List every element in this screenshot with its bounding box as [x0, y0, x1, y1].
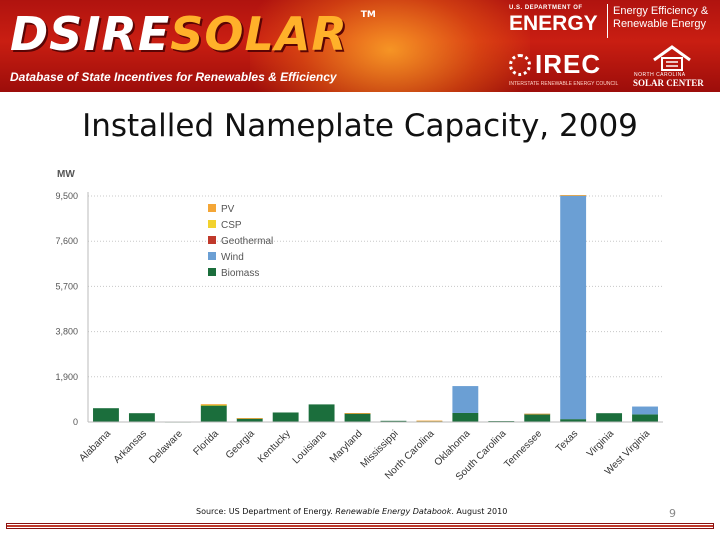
legend-label: PV — [221, 204, 235, 215]
bar-biomass — [236, 418, 263, 422]
x-tick-label: Delaware — [147, 428, 185, 466]
doe-name-text: ENERGY — [509, 12, 598, 35]
doe-sub-text: U.S. DEPARTMENT OF — [509, 5, 583, 11]
legend-label: Wind — [221, 252, 244, 263]
bar-biomass — [93, 408, 119, 422]
bar-biomass — [596, 413, 623, 422]
bar-pv — [560, 195, 587, 196]
x-tick-label: Louisiana — [291, 428, 329, 466]
y-tick-label: 0 — [73, 417, 78, 427]
source-prefix: Source: US Department of Energy. — [196, 507, 336, 516]
legend-label: Biomass — [221, 268, 259, 279]
legend-label: Geothermal — [221, 236, 273, 247]
legend-swatch — [208, 252, 216, 260]
source-suffix: . August 2010 — [451, 507, 508, 516]
legend-swatch — [208, 236, 216, 244]
bar-biomass — [344, 413, 371, 422]
legend-label: CSP — [221, 220, 242, 231]
house-icon — [653, 45, 691, 71]
bar-biomass — [560, 419, 587, 422]
source-title: Renewable Energy Databook — [335, 507, 452, 516]
page-number: 9 — [669, 507, 676, 520]
irec-logo[interactable]: IREC INTERSTATE RENEWABLE ENERGY COUNCIL — [505, 48, 625, 90]
tagline: Database of State Incentives for Renewab… — [10, 70, 337, 84]
trademark-mark: TM — [360, 10, 376, 20]
bar-biomass — [308, 404, 335, 422]
x-tick-label: Florida — [192, 428, 222, 458]
x-tick-label: Tennessee — [502, 428, 544, 470]
bar-wind — [452, 386, 479, 413]
doe-logo[interactable]: U.S. DEPARTMENT OF ENERGY Energy Efficie… — [505, 2, 717, 42]
y-tick-label: 3,800 — [55, 327, 78, 337]
y-tick-label: 5,700 — [55, 281, 78, 291]
y-axis-label: MW — [57, 169, 75, 180]
bar-pv — [524, 413, 551, 415]
doe-eere-line1: Energy Efficiency & — [613, 5, 709, 17]
irec-name-text: IREC — [535, 49, 602, 79]
bar-pv — [200, 404, 227, 405]
bar-biomass — [128, 413, 155, 422]
bar-wind — [560, 195, 587, 420]
y-tick-label: 9,500 — [55, 191, 78, 201]
bar-biomass — [632, 414, 658, 422]
bar-pv — [416, 420, 443, 422]
bar-biomass — [452, 412, 479, 422]
y-tick-label: 1,900 — [55, 372, 78, 382]
bar-biomass — [272, 412, 299, 422]
x-tick-label: Texas — [554, 428, 580, 454]
source-note: Source: US Department of Energy. Renewab… — [196, 507, 507, 516]
legend-swatch — [208, 220, 216, 228]
x-tick-label: Kentucky — [256, 428, 293, 465]
ncsc-line1: NORTH CAROLINA — [634, 72, 686, 78]
x-tick-label: Maryland — [328, 428, 365, 465]
footer-line-inner — [7, 525, 713, 527]
x-tick-label: Arkansas — [112, 428, 149, 465]
header-banner: DSIRESOLAR TM Database of State Incentiv… — [0, 0, 720, 92]
bar-biomass — [380, 420, 407, 422]
y-tick-label: 7,600 — [55, 236, 78, 246]
doe-eere-text: Energy Efficiency & Renewable Energy — [613, 5, 708, 31]
legend-swatch — [208, 268, 216, 276]
bar-biomass — [524, 414, 551, 422]
x-tick-label: Virginia — [585, 428, 617, 460]
bar-layer — [93, 195, 658, 423]
legend: PV CSP Geothermal Wind Biomass — [208, 204, 273, 279]
bar-wind — [632, 406, 658, 415]
ncsc-line2: SOLAR CENTER — [633, 78, 704, 88]
capacity-chart: MW 0 1,900 3,800 5,700 7,600 9,500 AlabamaArkan… — [55, 169, 663, 483]
doe-divider — [607, 4, 608, 38]
bar-pv — [344, 413, 371, 414]
bar-csp — [200, 404, 227, 406]
doe-eere-line2: Renewable Energy — [613, 18, 706, 30]
logo-solar-text: SOLAR — [170, 7, 348, 61]
x-tick-label: Alabama — [77, 428, 113, 464]
irec-gear-icon — [509, 54, 531, 76]
legend-swatch — [208, 204, 216, 212]
nc-solar-center-logo[interactable]: NORTH CAROLINA SOLAR CENTER — [630, 44, 716, 90]
logo-dsire-text: DSIRE — [10, 7, 171, 61]
x-tick-label: Georgia — [224, 428, 257, 461]
irec-sub-text: INTERSTATE RENEWABLE ENERGY COUNCIL — [509, 81, 619, 87]
slide-title: Installed Nameplate Capacity, 2009 — [82, 108, 638, 144]
bar-pv — [236, 418, 263, 419]
banner-glow — [250, 0, 530, 92]
dsire-solar-logo[interactable]: DSIRESOLAR TM — [10, 6, 376, 62]
bar-biomass — [200, 405, 227, 422]
footer-line — [6, 523, 714, 529]
